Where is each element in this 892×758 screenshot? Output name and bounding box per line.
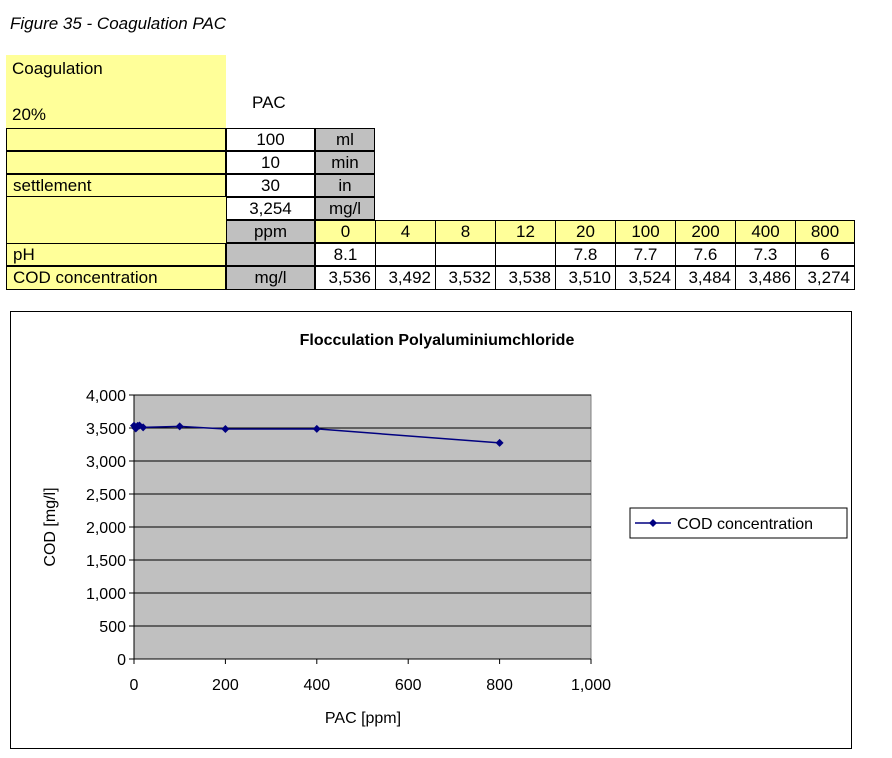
x-tick-label: 600 xyxy=(395,677,422,694)
dose-header: 200 xyxy=(675,220,736,243)
coagulation-label: Coagulation xyxy=(12,59,103,78)
cod-unit: mg/l xyxy=(226,266,315,290)
param-unit-3: in xyxy=(315,174,375,197)
param-value-4: 3,254 xyxy=(226,197,315,220)
cod-value: 3,486 xyxy=(735,266,796,290)
dose-header: 8 xyxy=(435,220,496,243)
ph-value: 7.8 xyxy=(555,243,616,266)
param-unit-1: ml xyxy=(315,128,375,151)
y-tick-label: 2,500 xyxy=(86,487,126,504)
cod-value: 3,538 xyxy=(495,266,556,290)
cod-value: 3,510 xyxy=(555,266,616,290)
y-axis-title: COD [mg/l] xyxy=(42,487,59,566)
legend-label: COD concentration xyxy=(677,516,813,533)
data-point xyxy=(139,423,148,432)
cod-value: 3,536 xyxy=(315,266,376,290)
y-tick-label: 3,000 xyxy=(86,454,126,471)
param-label-cell-4 xyxy=(6,197,226,243)
ph-value xyxy=(495,243,556,266)
ph-value: 7.6 xyxy=(675,243,736,266)
param-value-2: 10 xyxy=(226,151,315,174)
cod-value: 3,484 xyxy=(675,266,736,290)
param-label-cell-1 xyxy=(6,128,226,151)
ph-label: pH xyxy=(6,243,226,266)
ppm-label: ppm xyxy=(226,220,315,243)
x-tick-label: 0 xyxy=(130,677,139,694)
ph-value xyxy=(435,243,496,266)
legend-box xyxy=(629,507,848,539)
x-tick-label: 400 xyxy=(303,677,330,694)
param-unit-2: min xyxy=(315,151,375,174)
y-tick-label: 3,500 xyxy=(86,421,126,438)
percent-label: 20% xyxy=(12,105,47,124)
ph-value: 8.1 xyxy=(315,243,376,266)
x-tick-label: 800 xyxy=(486,677,513,694)
ph-value: 6 xyxy=(795,243,855,266)
dose-header: 400 xyxy=(735,220,796,243)
y-tick-label: 500 xyxy=(99,619,126,636)
y-tick-label: 2,000 xyxy=(86,520,126,537)
data-point xyxy=(495,438,504,447)
param-value-3: 30 xyxy=(226,174,315,197)
dose-header: 0 xyxy=(315,220,376,243)
coagulation-header-cell: Coagulation 20% xyxy=(6,55,226,128)
y-tick-label: 1,500 xyxy=(86,553,126,570)
ph-value: 7.3 xyxy=(735,243,796,266)
data-point xyxy=(312,424,321,433)
data-point xyxy=(135,421,144,430)
cod-label: COD concentration xyxy=(6,266,226,290)
pac-label: PAC xyxy=(252,93,286,112)
x-axis-title: PAC [ppm] xyxy=(325,710,401,727)
cod-chart: Flocculation Polyaluminiumchloride 0 500 1,… xyxy=(42,332,848,727)
ph-value xyxy=(375,243,436,266)
figure-title: Figure 35 - Coagulation PAC xyxy=(10,14,227,33)
data-point xyxy=(221,425,230,434)
y-tick-label: 1,000 xyxy=(86,586,126,603)
dose-header: 4 xyxy=(375,220,436,243)
legend-marker xyxy=(649,519,657,527)
settlement-label: settlement xyxy=(6,174,226,197)
ph-value: 7.7 xyxy=(615,243,676,266)
dose-header: 100 xyxy=(615,220,676,243)
x-tick-label: 200 xyxy=(212,677,239,694)
cod-value: 3,274 xyxy=(795,266,855,290)
data-point xyxy=(175,422,184,431)
y-tick-label: 0 xyxy=(117,652,126,669)
dose-header: 800 xyxy=(795,220,855,243)
cod-value: 3,524 xyxy=(615,266,676,290)
cod-value: 3,532 xyxy=(435,266,496,290)
chart-title: Flocculation Polyaluminiumchloride xyxy=(300,332,575,349)
dose-header: 20 xyxy=(555,220,616,243)
ph-unit-cell xyxy=(226,243,315,266)
cod-value: 3,492 xyxy=(375,266,436,290)
param-label-cell-2 xyxy=(6,151,226,174)
y-tick-label: 4,000 xyxy=(86,388,126,405)
param-unit-4: mg/l xyxy=(315,197,375,220)
x-tick-label: 1,000 xyxy=(571,677,611,694)
chart-frame: Flocculation Polyaluminiumchloride 0 500 1,… xyxy=(10,311,852,749)
dose-header: 12 xyxy=(495,220,556,243)
param-value-1: 100 xyxy=(226,128,315,151)
